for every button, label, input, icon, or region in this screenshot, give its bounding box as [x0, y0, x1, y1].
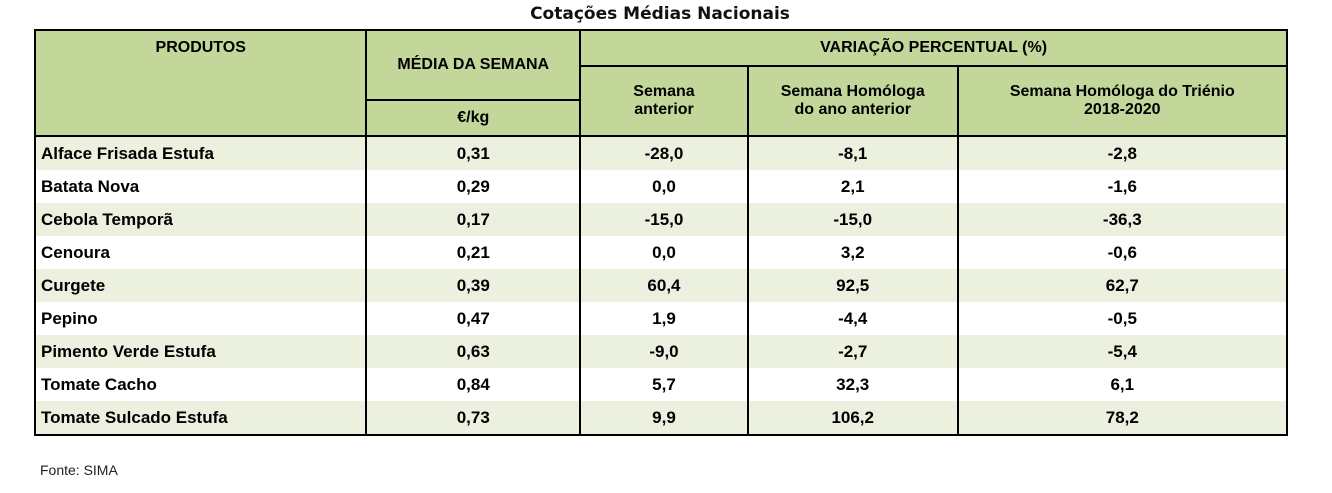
table-row: Batata Nova 0,29 0,0 2,1 -1,6 — [33, 170, 1289, 203]
table-row: Cebola Temporã 0,17 -15,0 -15,0 -36,3 — [33, 203, 1289, 236]
header-unit: €/kg — [365, 99, 582, 137]
table-row: Tomate Sulcado Estufa 0,73 9,9 106,2 78,2 — [33, 401, 1289, 436]
weekly-average: 0,63 — [365, 335, 582, 368]
var-previous-week: 1,9 — [579, 302, 749, 335]
product-name: Tomate Cacho — [33, 368, 368, 401]
table-row: Tomate Cacho 0,84 5,7 32,3 6,1 — [33, 368, 1289, 401]
var-previous-week: -15,0 — [579, 203, 749, 236]
var-homologous-triennium: -0,5 — [956, 302, 1289, 335]
table-title: Cotações Médias Nacionais — [530, 4, 790, 24]
var-previous-week: 9,9 — [579, 401, 749, 436]
prices-table: PRODUTOS MÉDIA DA SEMANA VARIAÇÃO PERCEN… — [33, 29, 1289, 436]
var-homologous-triennium: -0,6 — [956, 236, 1289, 269]
table-row: Curgete 0,39 60,4 92,5 62,7 — [33, 269, 1289, 302]
var-homologous-year: 2,1 — [746, 170, 959, 203]
header-semana-anterior: Semana anterior — [579, 65, 749, 137]
product-name: Cenoura — [33, 236, 368, 269]
weekly-average: 0,39 — [365, 269, 582, 302]
weekly-average: 0,31 — [365, 136, 582, 170]
table-row: Cenoura 0,21 0,0 3,2 -0,6 — [33, 236, 1289, 269]
weekly-average: 0,73 — [365, 401, 582, 436]
var-homologous-year: 106,2 — [746, 401, 959, 436]
var-homologous-triennium: 78,2 — [956, 401, 1289, 436]
var-homologous-year: -15,0 — [746, 203, 959, 236]
var-homologous-year: -2,7 — [746, 335, 959, 368]
product-name: Pepino — [33, 302, 368, 335]
var-homologous-year: 92,5 — [746, 269, 959, 302]
header-media: MÉDIA DA SEMANA — [365, 29, 582, 101]
var-homologous-triennium: -1,6 — [956, 170, 1289, 203]
table-row: Pepino 0,47 1,9 -4,4 -0,5 — [33, 302, 1289, 335]
table-row: Alface Frisada Estufa 0,31 -28,0 -8,1 -2,8 — [33, 136, 1289, 170]
product-name: Alface Frisada Estufa — [33, 136, 368, 170]
source-note: Fonte: SIMA — [40, 462, 118, 478]
header-trienio: Semana Homóloga do Triénio 2018-2020 — [956, 65, 1289, 137]
product-name: Cebola Temporã — [33, 203, 368, 236]
var-homologous-year: -4,4 — [746, 302, 959, 335]
var-homologous-year: 32,3 — [746, 368, 959, 401]
var-homologous-triennium: 62,7 — [956, 269, 1289, 302]
product-name: Curgete — [33, 269, 368, 302]
var-homologous-year: -8,1 — [746, 136, 959, 170]
header-homologa: Semana Homóloga do ano anterior — [746, 65, 959, 137]
var-previous-week: -28,0 — [579, 136, 749, 170]
var-homologous-triennium: -36,3 — [956, 203, 1289, 236]
weekly-average: 0,47 — [365, 302, 582, 335]
var-previous-week: 5,7 — [579, 368, 749, 401]
product-name: Tomate Sulcado Estufa — [33, 401, 368, 436]
product-name: Batata Nova — [33, 170, 368, 203]
var-homologous-triennium: -5,4 — [956, 335, 1289, 368]
weekly-average: 0,29 — [365, 170, 582, 203]
table-row: Pimento Verde Estufa 0,63 -9,0 -2,7 -5,4 — [33, 335, 1289, 368]
header-variacao: VARIAÇÃO PERCENTUAL (%) — [579, 29, 1288, 67]
product-name: Pimento Verde Estufa — [33, 335, 368, 368]
var-previous-week: 60,4 — [579, 269, 749, 302]
var-previous-week: 0,0 — [579, 170, 749, 203]
var-previous-week: 0,0 — [579, 236, 749, 269]
var-homologous-triennium: 6,1 — [956, 368, 1289, 401]
weekly-average: 0,21 — [365, 236, 582, 269]
weekly-average: 0,17 — [365, 203, 582, 236]
var-previous-week: -9,0 — [579, 335, 749, 368]
header-produtos: PRODUTOS — [33, 29, 368, 137]
var-homologous-year: 3,2 — [746, 236, 959, 269]
var-homologous-triennium: -2,8 — [956, 136, 1289, 170]
weekly-average: 0,84 — [365, 368, 582, 401]
